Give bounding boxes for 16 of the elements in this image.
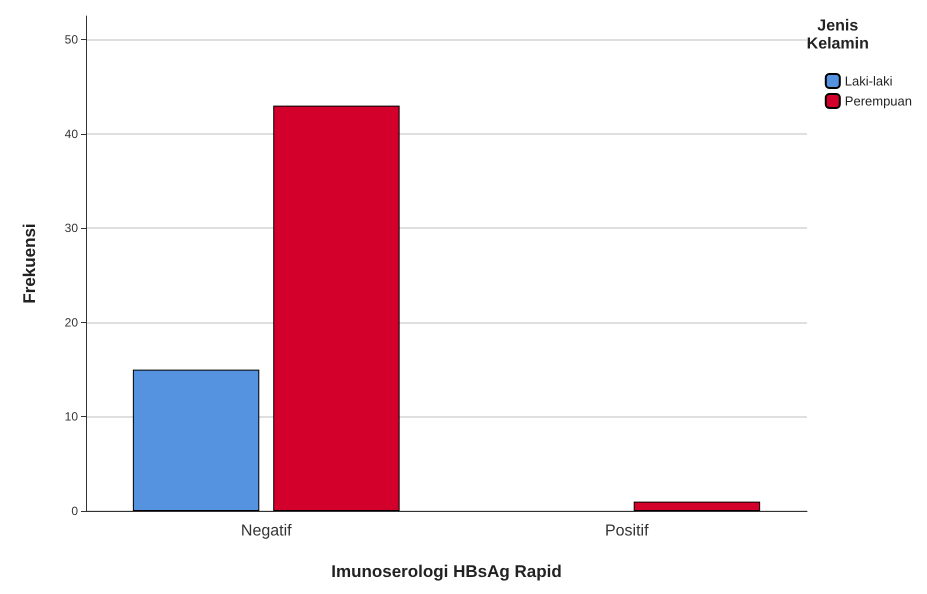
x-tick-label: Positif bbox=[604, 522, 650, 540]
y-tick-label: 20 bbox=[64, 315, 78, 330]
bar bbox=[634, 502, 760, 511]
y-tick-label: 0 bbox=[71, 504, 78, 518]
bar bbox=[132, 370, 260, 511]
y-tick-label: 40 bbox=[64, 126, 78, 141]
y-tick-label: 50 bbox=[64, 32, 78, 47]
y-tick-label: 30 bbox=[64, 221, 78, 236]
legend-title: Jenis Kelamin bbox=[806, 18, 869, 52]
legend-label: Laki-laki bbox=[844, 74, 893, 88]
y-tick-label: 10 bbox=[64, 410, 78, 424]
legend-label: Perempuan bbox=[844, 94, 912, 108]
x-tick-label: Negatif bbox=[240, 522, 292, 540]
bar bbox=[273, 106, 400, 511]
y-axis-title: Frekuensi bbox=[20, 223, 39, 304]
x-axis-title: Imunoserologi HBsAg Rapid bbox=[331, 562, 562, 581]
